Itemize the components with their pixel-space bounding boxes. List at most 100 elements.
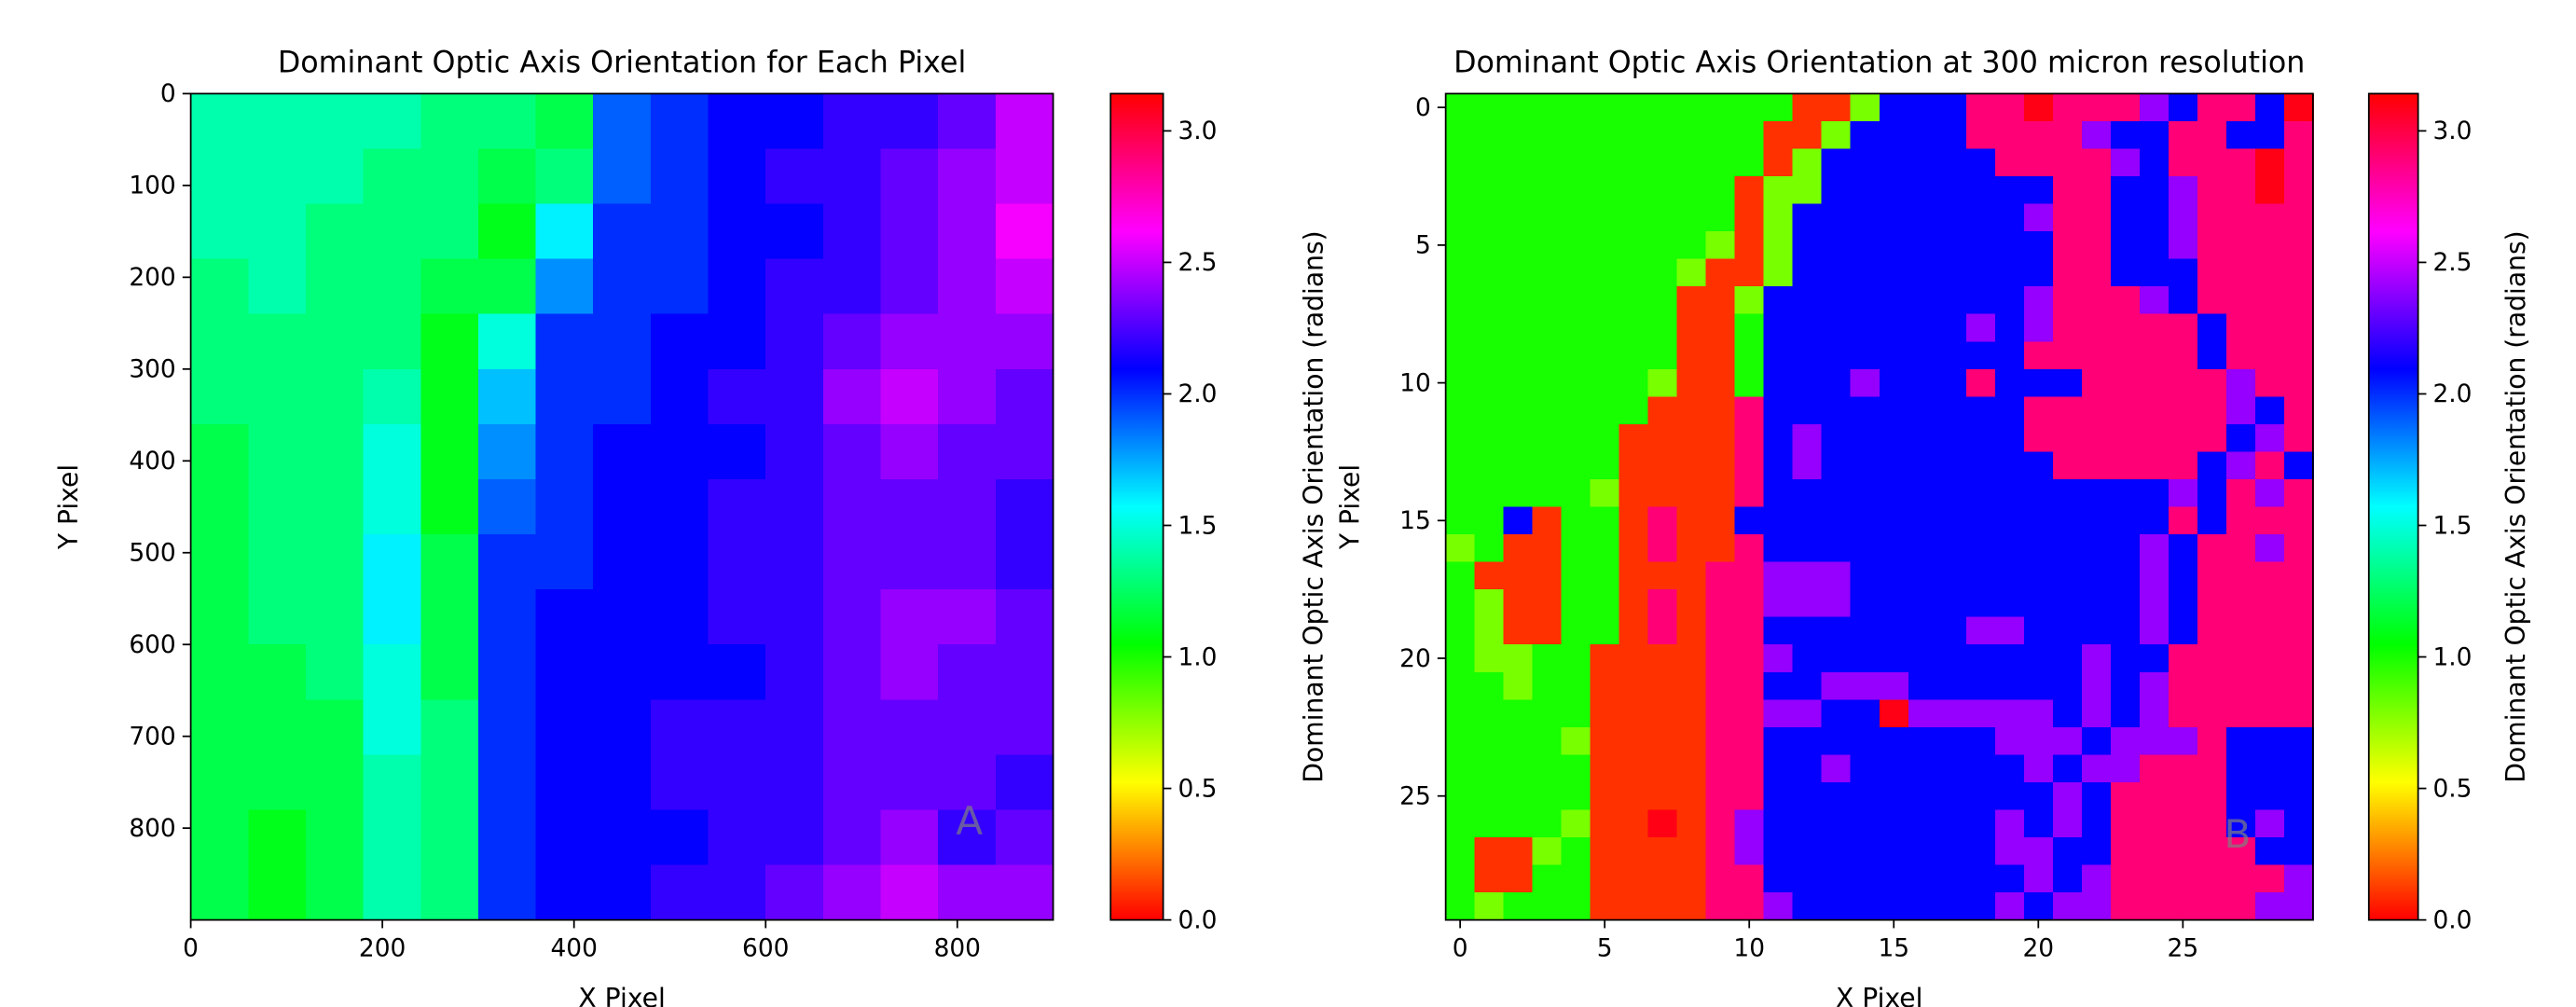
cell — [1532, 506, 1563, 536]
cell — [593, 423, 652, 481]
cell — [1850, 203, 1880, 233]
cell — [1676, 892, 1707, 921]
cell — [1619, 176, 1649, 205]
cell — [1936, 231, 1967, 260]
cell — [363, 864, 422, 921]
x-tick-label: 200 — [359, 933, 406, 962]
cell — [1561, 368, 1591, 398]
cell — [1965, 120, 1996, 150]
cell — [2283, 534, 2314, 563]
cell — [420, 313, 479, 370]
cell — [1676, 176, 1707, 205]
cell — [593, 644, 652, 701]
cell — [477, 313, 537, 370]
cell — [2197, 671, 2227, 701]
cell — [2168, 258, 2198, 288]
cell — [2197, 478, 2227, 508]
cell — [1503, 176, 1534, 205]
cell — [1763, 699, 1794, 728]
cell — [708, 534, 767, 591]
cell — [2254, 506, 2285, 536]
cell — [1936, 451, 1967, 481]
cell — [1474, 809, 1505, 839]
cell — [1994, 203, 2025, 233]
cell — [1705, 781, 1736, 811]
cell — [1850, 892, 1880, 921]
cell — [1936, 396, 1967, 425]
cell — [650, 478, 709, 536]
cell — [248, 423, 307, 481]
cell — [2023, 176, 2054, 205]
cell — [1561, 203, 1591, 233]
cell — [2283, 451, 2314, 481]
cell — [2254, 148, 2285, 178]
cell — [1965, 286, 1996, 315]
cell — [1561, 120, 1591, 150]
cell — [880, 93, 940, 150]
cell — [2225, 286, 2256, 315]
cell — [2283, 726, 2314, 756]
cell — [1445, 478, 1476, 508]
cell — [1908, 589, 1938, 618]
cell — [2139, 258, 2170, 288]
cell — [1561, 671, 1591, 701]
cell — [880, 258, 940, 315]
cell — [1763, 864, 1794, 894]
cell — [1647, 837, 1678, 866]
cell — [1734, 341, 1765, 370]
cell — [1532, 671, 1563, 701]
cell — [1734, 203, 1765, 233]
cell — [535, 313, 595, 370]
cell — [1676, 148, 1707, 178]
cell — [420, 148, 479, 205]
cell — [2283, 396, 2314, 425]
cell — [1994, 754, 2025, 783]
cell — [1965, 258, 1996, 288]
cell — [535, 754, 595, 811]
cell — [2110, 561, 2141, 591]
cell — [1532, 176, 1563, 205]
cell — [2168, 396, 2198, 425]
cell — [1734, 699, 1765, 728]
cell — [305, 148, 365, 205]
colorbar-tick-label: 2.0 — [1178, 379, 1217, 408]
cell — [1676, 864, 1707, 894]
cell — [1647, 423, 1678, 453]
cell — [1445, 754, 1476, 783]
cell — [1879, 231, 1909, 260]
cell — [1734, 561, 1765, 591]
cell — [248, 754, 307, 811]
cell — [2225, 506, 2256, 536]
cell — [1705, 368, 1736, 398]
cell — [995, 754, 1054, 811]
cell — [1879, 313, 1909, 343]
cell — [2197, 231, 2227, 260]
x-tick-label: 0 — [183, 933, 199, 962]
cell — [1821, 809, 1852, 839]
cell — [2110, 423, 2141, 453]
cell — [2283, 671, 2314, 701]
cell — [1792, 203, 1823, 233]
cell — [1879, 203, 1909, 233]
cell — [1994, 396, 2025, 425]
cell — [995, 148, 1054, 205]
colorbar — [2367, 92, 2419, 921]
cell — [1821, 699, 1852, 728]
cell — [1445, 561, 1476, 591]
cell — [1994, 313, 2025, 343]
cell — [1734, 148, 1765, 178]
colorbar-tick-label: 2.5 — [1178, 248, 1217, 277]
cell — [1734, 589, 1765, 618]
cell — [2254, 864, 2285, 894]
cell — [765, 423, 824, 481]
cell — [2254, 341, 2285, 370]
cell — [1619, 368, 1649, 398]
cell — [190, 754, 250, 811]
cell — [1821, 368, 1852, 398]
cell — [1936, 176, 1967, 205]
cell — [1821, 644, 1852, 673]
cell — [1850, 258, 1880, 288]
cell — [1705, 451, 1736, 481]
cell — [1763, 93, 1794, 123]
cell — [1474, 341, 1505, 370]
